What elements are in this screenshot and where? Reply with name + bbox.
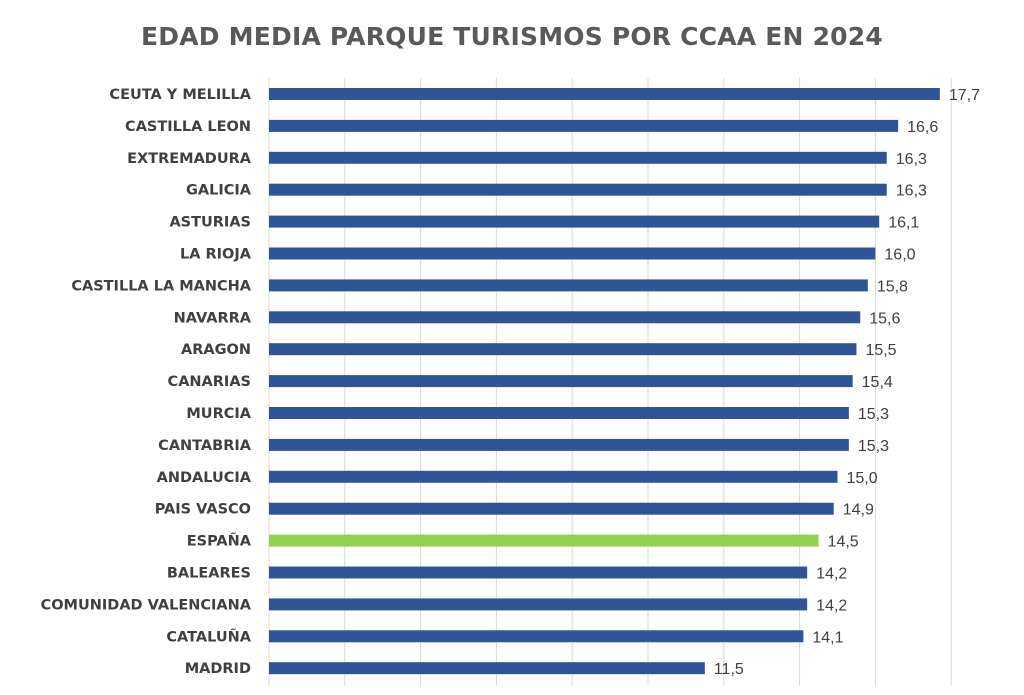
bar-galicia <box>269 183 887 196</box>
bar-aragon <box>269 343 857 356</box>
category-label: CASTILLA LEON <box>125 119 251 135</box>
bar-baleares <box>269 566 808 579</box>
category-label: BALEARES <box>167 566 251 582</box>
value-label: 11,5 <box>714 661 744 678</box>
category-label: NAVARRA <box>174 310 252 326</box>
value-label: 15,3 <box>858 438 889 455</box>
category-label: CEUTA Y MELILLA <box>109 87 251 103</box>
category-label: GALICIA <box>186 183 252 199</box>
value-label: 15,5 <box>865 342 896 359</box>
bar-cataluña <box>269 630 804 643</box>
category-label: MURCIA <box>186 406 251 422</box>
bar-ceuta-y-melilla <box>269 88 940 100</box>
value-label: 15,0 <box>847 470 878 487</box>
value-label: 17,7 <box>949 87 980 104</box>
bar-cantabria <box>269 438 849 451</box>
bar-españa <box>269 534 819 547</box>
value-label: 14,1 <box>812 629 843 646</box>
category-label: CASTILLA LA MANCHA <box>71 278 251 294</box>
category-label: COMUNIDAD VALENCIANA <box>41 597 252 613</box>
bar-castilla-la-mancha <box>269 279 868 292</box>
bar-comunidad-valenciana <box>269 598 808 611</box>
value-label: 14,5 <box>828 534 859 551</box>
category-label: EXTREMADURA <box>127 151 252 167</box>
bar-navarra <box>269 311 861 324</box>
bar-extremadura <box>269 151 887 164</box>
bar-castilla-leon <box>269 119 899 132</box>
chart-title: EDAD MEDIA PARQUE TURISMOS POR CCAA EN 2… <box>141 22 883 51</box>
bars <box>269 88 940 675</box>
value-label: 15,6 <box>869 310 900 327</box>
category-label: ESPAÑA <box>187 533 252 550</box>
bar-madrid <box>269 662 705 675</box>
category-label: PAIS VASCO <box>155 502 251 518</box>
value-label: 16,0 <box>884 247 915 264</box>
value-label: 14,2 <box>816 566 847 583</box>
value-label: 15,8 <box>877 278 908 295</box>
labels: CEUTA Y MELILLA 17,7 CASTILLA LEON 16,6 EXTR… <box>41 87 980 678</box>
value-label: 15,4 <box>862 374 893 391</box>
value-label: 15,3 <box>858 406 889 423</box>
bar-canarias <box>269 375 853 388</box>
value-label: 16,3 <box>896 151 927 168</box>
category-label: MADRID <box>185 661 251 677</box>
bar-andalucia <box>269 470 838 483</box>
category-label: CANTABRIA <box>158 438 252 454</box>
category-label: CATALUÑA <box>166 628 251 645</box>
category-label: LA RIOJA <box>180 247 252 263</box>
bar-asturias <box>269 215 880 228</box>
value-label: 16,3 <box>896 183 927 200</box>
category-label: ANDALUCIA <box>157 470 252 486</box>
category-label: ASTURIAS <box>169 215 251 231</box>
bar-murcia <box>269 407 849 419</box>
value-label: 14,2 <box>816 597 847 614</box>
category-label: CANARIAS <box>168 374 251 390</box>
value-label: 16,6 <box>907 119 938 136</box>
bar-la-rioja <box>269 247 876 260</box>
category-label: ARAGON <box>181 342 251 358</box>
value-label: 14,9 <box>843 502 874 519</box>
bar-pais-vasco <box>269 502 834 515</box>
value-label: 16,1 <box>888 215 919 232</box>
